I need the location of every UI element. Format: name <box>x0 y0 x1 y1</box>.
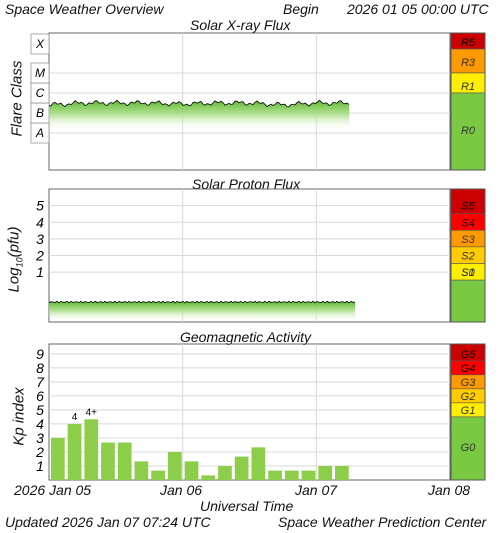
kp-y-tick-4: 4 <box>36 416 44 432</box>
kp-bar <box>134 461 149 480</box>
kp-scale-label-G3: G3 <box>461 377 477 389</box>
proton-scale-band-S5 <box>450 188 486 214</box>
updated-label: Updated <box>5 514 58 530</box>
proton-panel-title: Solar Proton Flux <box>192 176 301 192</box>
kp-bar <box>67 423 82 480</box>
kp-bar <box>101 442 115 480</box>
updated-timestamp: 2026 Jan 07 07:24 UTC <box>62 514 211 530</box>
x-tick-label-jan08: Jan 08 <box>428 482 471 498</box>
proton-y-tick-3: 3 <box>36 231 44 247</box>
kp-y-tick-8: 8 <box>36 360 44 376</box>
kp-scale-label-G2: G2 <box>461 391 476 403</box>
xray-plot-frame <box>48 32 451 171</box>
kp-bar <box>301 470 316 480</box>
kp-bar <box>335 465 349 480</box>
xray-scale-label-R5: R5 <box>461 37 476 49</box>
proton-flux-area <box>49 301 356 322</box>
kp-bar <box>268 470 282 480</box>
xray-class-label-M: M <box>35 66 45 80</box>
kp-plot-frame <box>48 343 451 481</box>
kp-scale-label-G0: G0 <box>461 442 477 454</box>
proton-y-tick-1: 1 <box>36 264 44 280</box>
xray-flux-area <box>49 100 350 131</box>
proton-scale-label-S2: S2 <box>461 251 474 263</box>
xray-class-label-B: B <box>36 106 44 120</box>
xray-scale-label-R1: R1 <box>461 81 475 93</box>
kp-bar <box>51 437 65 480</box>
kp-bar <box>201 475 216 480</box>
kp-y-tick-9: 9 <box>36 346 44 362</box>
xray-class-box-M <box>30 62 50 84</box>
kp-scale-label-G1: G1 <box>461 405 476 417</box>
kp-bar <box>167 451 182 480</box>
proton-scale-label-S3: S3 <box>461 234 475 246</box>
kp-bar <box>218 465 232 480</box>
xray-scale-label-R3: R3 <box>461 57 476 69</box>
proton-scale-label-S0: S0 <box>461 267 475 279</box>
xray-class-box-X <box>30 33 50 55</box>
kp-y-tick-7: 7 <box>36 374 45 390</box>
x-tick-label-jan05: 2026 Jan 05 <box>14 482 92 498</box>
proton-flux-line <box>48 300 356 304</box>
kp-bar <box>318 465 333 480</box>
x-tick-label-jan06: Jan 06 <box>160 482 203 498</box>
x-tick-label-jan07: Jan 07 <box>295 482 338 498</box>
kp-scale-label-G5: G5 <box>461 349 477 361</box>
begin-timestamp: 2026 01 05 00:00 UTC <box>347 1 489 17</box>
xray-scale-label-R0: R0 <box>461 125 476 137</box>
xray-class-label-X: X <box>35 37 45 51</box>
kp-bar <box>84 419 99 480</box>
kp-scale-label-G4: G4 <box>461 363 476 375</box>
page-title: Space Weather Overview <box>5 1 164 17</box>
proton-y-tick-4: 4 <box>36 214 44 230</box>
kp-scale-frame <box>450 343 486 481</box>
kp-y-tick-3: 3 <box>36 430 44 446</box>
proton-scale-label-S1: S1 <box>461 267 474 279</box>
kp-bar <box>117 442 132 480</box>
source-label: Space Weather Prediction Center <box>278 514 487 530</box>
kp-bar-value-label: 4+ <box>86 407 98 418</box>
kp-y-tick-5: 5 <box>36 402 44 418</box>
kp-bar <box>284 470 299 480</box>
xray-scale-band-R3 <box>450 48 486 74</box>
kp-bar <box>184 461 199 480</box>
kp-bar-value-label: 4 <box>72 412 78 423</box>
proton-scale-frame <box>450 188 486 323</box>
xray-class-label-A: A <box>35 126 44 140</box>
kp-scale-band-G0 <box>450 416 486 481</box>
kp-y-tick-6: 6 <box>36 388 44 404</box>
kp-y-tick-2: 2 <box>35 444 44 460</box>
proton-y-tick-5: 5 <box>36 198 44 214</box>
begin-label: Begin <box>283 1 319 17</box>
geomag-panel-title: Geomagnetic Activity <box>180 329 311 345</box>
proton-scale-label-S5: S5 <box>461 201 475 213</box>
proton-scale-band-S0 <box>450 279 486 323</box>
xray-flux-line <box>49 99 350 108</box>
xray-panel-title: Solar X-ray Flux <box>190 17 291 33</box>
xray-scale-frame <box>450 32 486 171</box>
proton-y-tick-2: 2 <box>35 248 44 264</box>
x-axis-title: Universal Time <box>200 498 294 514</box>
kp-y-tick-1: 1 <box>36 458 44 474</box>
kp-bar <box>251 447 266 480</box>
xray-class-label-C: C <box>36 86 45 100</box>
proton-scale-label-S4: S4 <box>461 217 474 229</box>
kp-bar <box>151 470 165 480</box>
kp-bar <box>234 456 249 480</box>
